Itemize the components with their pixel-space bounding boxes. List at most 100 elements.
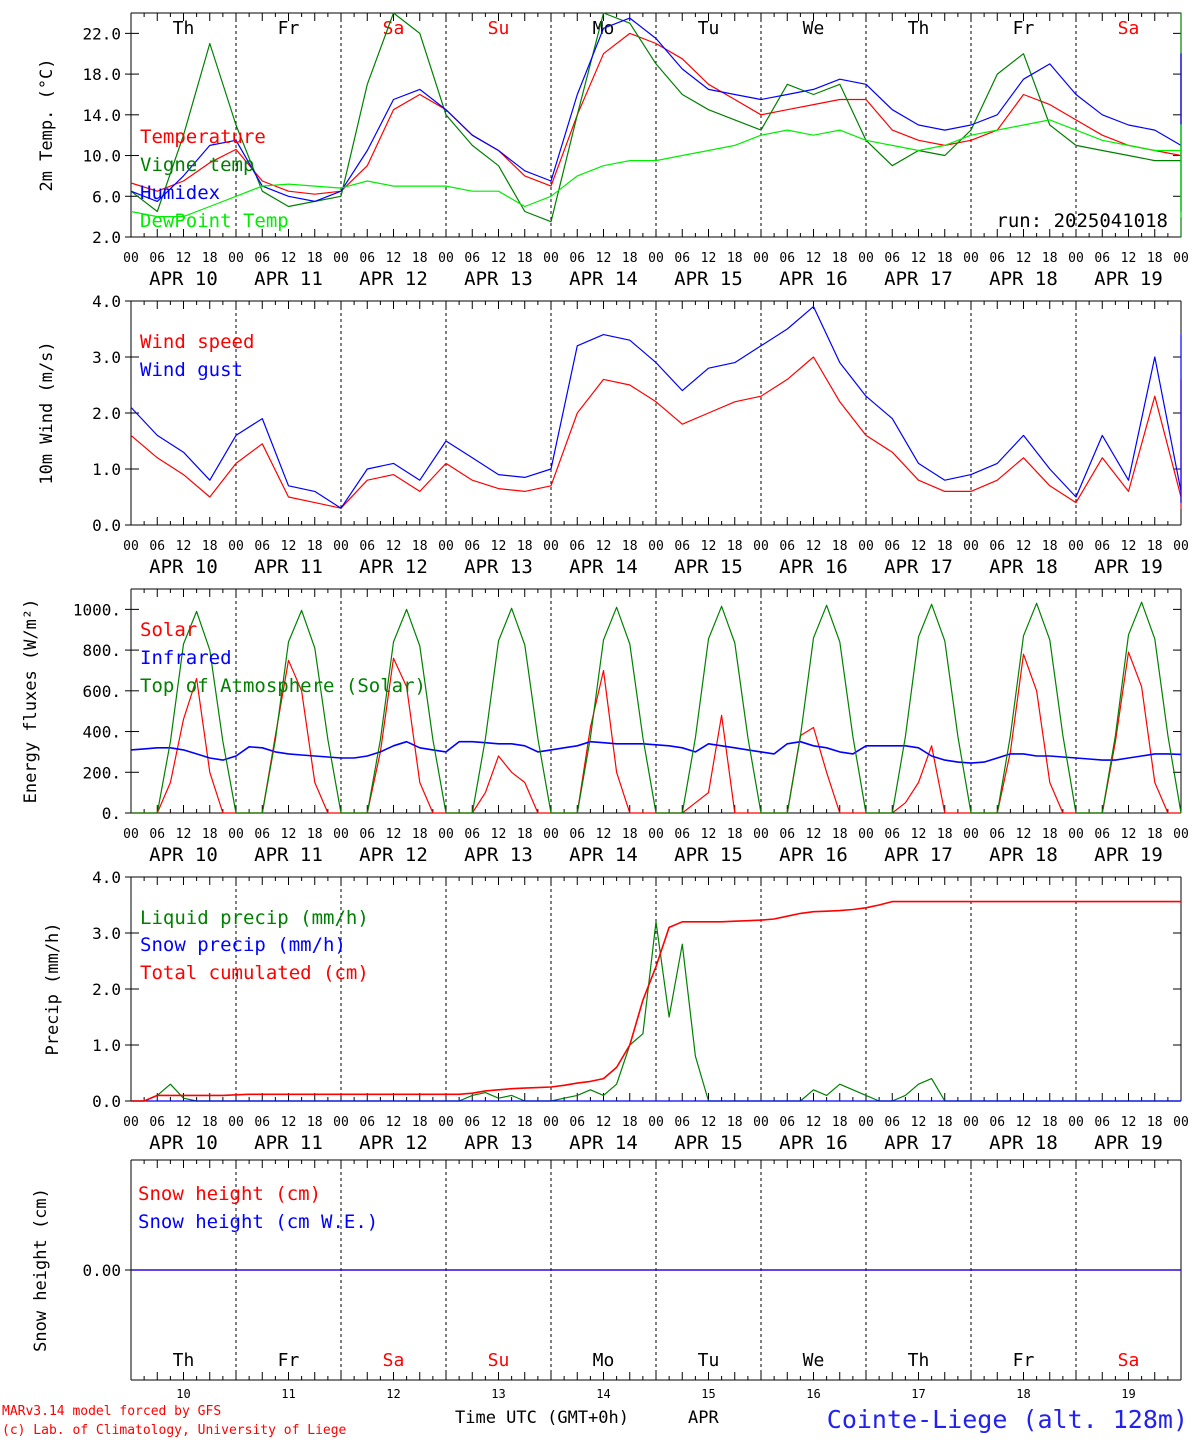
hour-tick-label: 12	[806, 1115, 822, 1130]
hour-tick-label: 06	[569, 251, 585, 266]
date-label: APR 17	[884, 844, 953, 866]
hour-tick-label: 00	[228, 251, 244, 266]
hour-tick-label: 12	[911, 827, 927, 842]
hour-tick-label: 00	[123, 827, 139, 842]
hour-tick-label: 06	[569, 539, 585, 554]
y-tick-label: 18.0	[82, 65, 121, 84]
hour-tick-label: 12	[596, 251, 612, 266]
weekday-label: Fr	[1013, 18, 1035, 39]
series-line-wind-gust	[130, 306, 1182, 509]
hour-tick-label: 18	[1042, 1115, 1058, 1130]
hour-tick-label: 12	[806, 539, 822, 554]
hour-tick-label: 06	[989, 827, 1005, 842]
hour-tick-label: 00	[963, 827, 979, 842]
weekday-label: Th	[173, 18, 195, 39]
hour-tick-label: 12	[701, 827, 717, 842]
hour-tick-label: 06	[359, 251, 375, 266]
hour-tick-label: 12	[1016, 539, 1032, 554]
weekday-label: Tu	[698, 18, 720, 39]
hour-tick-label: 18	[202, 539, 218, 554]
legend-top-of-atmosphere-solar-: Top of Atmosphere (Solar)	[140, 675, 426, 697]
day-number-label: 16	[806, 1387, 820, 1401]
hour-tick-label: 18	[1042, 827, 1058, 842]
date-label: APR 13	[464, 268, 533, 290]
hour-tick-label: 06	[674, 1115, 690, 1130]
legend-total-cumulated-cm-: Total cumulated (cm)	[140, 962, 369, 984]
hour-tick-label: 12	[386, 251, 402, 266]
hour-tick-label: 00	[543, 539, 559, 554]
month-axis-label: APR	[688, 1408, 719, 1428]
hour-tick-label: 00	[1068, 1115, 1084, 1130]
hour-tick-label: 12	[386, 1115, 402, 1130]
hour-tick-label: 12	[386, 539, 402, 554]
hour-tick-label: 12	[806, 251, 822, 266]
legend-vigne-temp: Vigne temp	[140, 154, 254, 176]
hour-tick-label: 00	[963, 251, 979, 266]
hour-tick-label: 12	[596, 827, 612, 842]
hour-tick-label: 18	[727, 251, 743, 266]
date-label: APR 14	[569, 844, 638, 866]
hour-tick-label: 00	[648, 1115, 664, 1130]
hour-tick-label: 18	[307, 539, 323, 554]
hour-tick-label: 06	[254, 251, 270, 266]
hour-tick-label: 00	[858, 827, 874, 842]
hour-tick-label: 18	[202, 1115, 218, 1130]
date-label: APR 17	[884, 1132, 953, 1154]
model-credit: MARv3.14 model forced by GFS	[2, 1404, 221, 1419]
hour-tick-label: 00	[438, 1115, 454, 1130]
hour-tick-label: 12	[491, 251, 507, 266]
date-label: APR 11	[254, 268, 323, 290]
hour-tick-label: 06	[779, 827, 795, 842]
date-label: APR 11	[254, 556, 323, 578]
hour-tick-label: 12	[701, 539, 717, 554]
hour-tick-label: 12	[176, 251, 192, 266]
hour-tick-label: 06	[149, 539, 165, 554]
hour-tick-label: 12	[176, 539, 192, 554]
hour-tick-label: 18	[1042, 251, 1058, 266]
hour-tick-label: 18	[937, 251, 953, 266]
date-label: APR 14	[569, 268, 638, 290]
weekday-label: Fr	[278, 18, 300, 39]
y-tick-label: 2.0	[92, 404, 121, 423]
y-tick-label: 1.0	[92, 460, 121, 479]
energy-panel: 0. 200. 400. 600. 800. 1000. Energy fluxes (W/…	[21, 588, 1189, 866]
weekday-label: Fr	[278, 1350, 300, 1371]
hour-tick-label: 00	[963, 1115, 979, 1130]
date-label: APR 18	[989, 844, 1058, 866]
weekday-label: Sa	[383, 1350, 405, 1371]
hour-tick-label: 18	[832, 827, 848, 842]
hour-tick-label: 12	[491, 539, 507, 554]
hour-tick-label: 18	[937, 539, 953, 554]
hour-tick-label: 12	[491, 827, 507, 842]
date-label: APR 13	[464, 844, 533, 866]
y-tick-label: 6.0	[92, 187, 121, 206]
hour-tick-label: 00	[1173, 251, 1189, 266]
hour-tick-label: 12	[596, 539, 612, 554]
series-line-vigne-temp	[130, 12, 1182, 238]
hour-tick-label: 06	[989, 1115, 1005, 1130]
hour-tick-label: 06	[884, 827, 900, 842]
hour-tick-label: 18	[1147, 1115, 1163, 1130]
hour-tick-label: 06	[464, 1115, 480, 1130]
series-line-infrared	[130, 740, 1182, 764]
weekday-label: Sa	[383, 18, 405, 39]
hour-tick-label: 06	[779, 1115, 795, 1130]
y-tick-label: 0.00	[82, 1261, 121, 1280]
weekday-label: We	[803, 1350, 825, 1371]
date-label: APR 18	[989, 556, 1058, 578]
hour-tick-label: 18	[1147, 251, 1163, 266]
hour-tick-label: 06	[569, 827, 585, 842]
date-label: APR 15	[674, 268, 743, 290]
hour-tick-label: 06	[884, 251, 900, 266]
hour-tick-label: 12	[911, 251, 927, 266]
date-label: APR 10	[149, 844, 218, 866]
station-label: Cointe-Liege (alt. 128m)	[827, 1405, 1188, 1434]
hour-tick-label: 00	[438, 251, 454, 266]
hour-tick-label: 18	[307, 1115, 323, 1130]
date-label: APR 16	[779, 268, 848, 290]
hour-tick-label: 00	[228, 827, 244, 842]
hour-tick-label: 12	[1121, 827, 1137, 842]
hour-tick-label: 00	[1068, 539, 1084, 554]
wind-panel: 0.0 1.0 2.0 3.0 4.0 10m Wind (m/s) 00 06 12 18 APR…	[37, 292, 1189, 578]
hour-tick-label: 06	[149, 1115, 165, 1130]
